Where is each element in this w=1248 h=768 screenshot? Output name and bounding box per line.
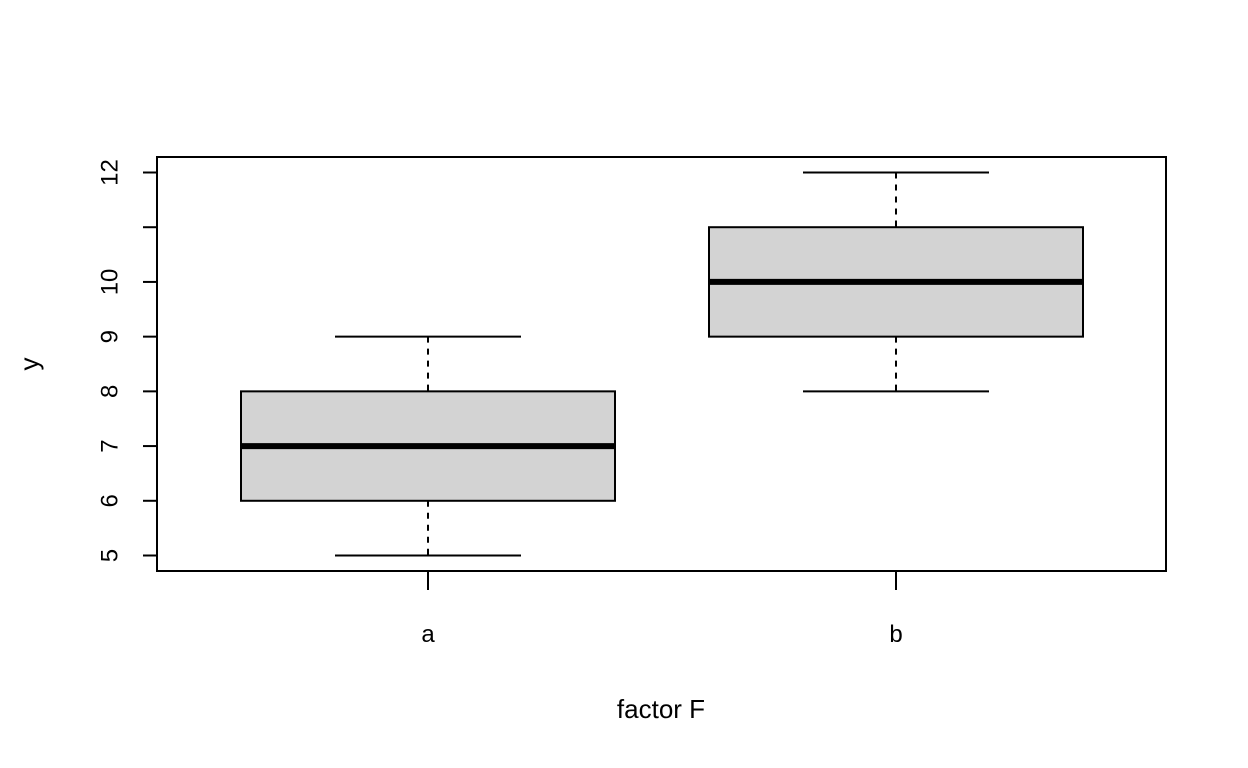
y-tick-label: 5 bbox=[97, 549, 124, 562]
x-axis-title: factor F bbox=[617, 694, 705, 724]
y-tick-label: 7 bbox=[97, 439, 124, 452]
y-tick-label: 8 bbox=[97, 385, 124, 398]
y-tick-label: 9 bbox=[97, 330, 124, 343]
y-tick-label: 12 bbox=[97, 159, 124, 186]
box-b bbox=[708, 171, 1084, 393]
y-axis-title: y bbox=[14, 358, 44, 371]
y-tick-label: 6 bbox=[97, 494, 124, 507]
boxes bbox=[240, 171, 1084, 557]
y-tick-label: 10 bbox=[97, 269, 124, 296]
y-axis: 5 6 7 8 9 10 12 bbox=[97, 159, 157, 562]
plot-frame bbox=[156, 156, 1167, 572]
x-tick-label: b bbox=[889, 621, 902, 648]
box-a bbox=[240, 335, 616, 557]
x-tick-label: a bbox=[421, 621, 435, 648]
